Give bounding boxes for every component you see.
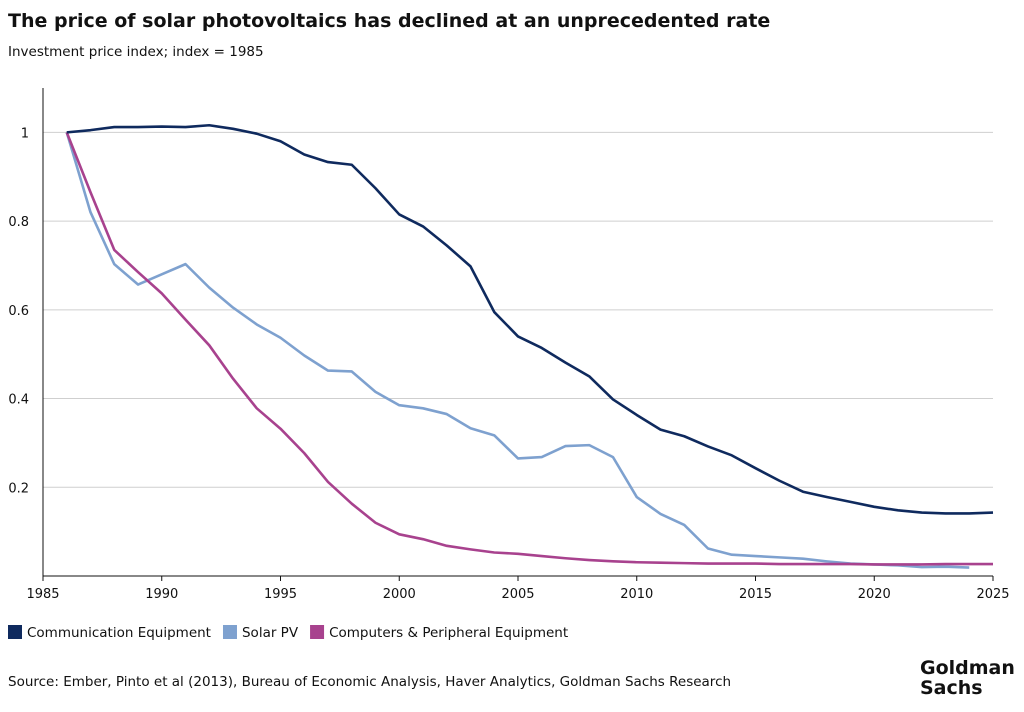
logo: Sachs — [920, 677, 983, 699]
legend-swatch — [8, 625, 22, 639]
x-tick-label: 2005 — [501, 587, 534, 602]
legend-label: Solar PV — [242, 625, 299, 641]
legend-label: Computers & Peripheral Equipment — [329, 625, 568, 641]
legend-swatch — [310, 625, 325, 639]
x-tick-label: 1995 — [264, 587, 297, 602]
y-tick-label: 1 — [21, 126, 29, 141]
y-tick-label: 0.8 — [8, 215, 29, 230]
y-tick-label: 0.2 — [8, 481, 29, 496]
legend-label: Communication Equipment — [27, 625, 211, 641]
source-note: Source: Ember, Pinto et al (2013), Burea… — [8, 674, 731, 690]
x-tick-label: 2000 — [383, 587, 416, 602]
series-line — [65, 131, 993, 566]
x-tick-label: 2020 — [858, 587, 891, 602]
legend-swatch — [222, 625, 237, 639]
chart-subtitle: Investment price index; index = 1985 — [8, 44, 264, 60]
x-tick-label: 2010 — [620, 587, 653, 602]
y-tick-label: 0.6 — [8, 304, 29, 319]
x-tick-label: 2025 — [976, 587, 1009, 602]
x-tick-label: 1990 — [145, 587, 178, 602]
x-tick-label: 1985 — [26, 587, 59, 602]
y-tick-label: 0.4 — [8, 393, 29, 408]
series-line — [66, 123, 994, 515]
x-tick-label: 2015 — [739, 587, 772, 602]
chart-title: The price of solar photovoltaics has dec… — [8, 10, 770, 32]
series-line — [65, 131, 970, 569]
logo: Goldman — [920, 657, 1015, 679]
